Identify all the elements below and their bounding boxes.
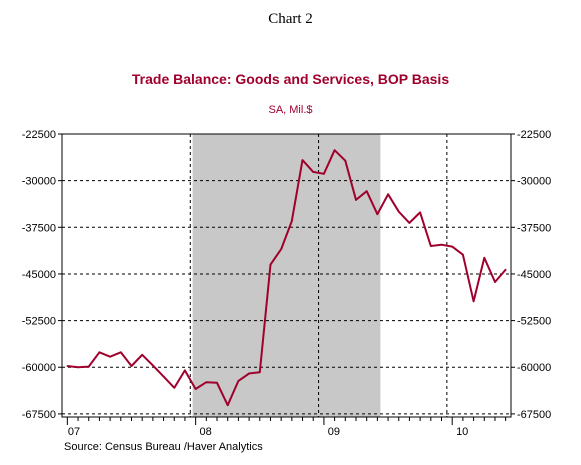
series-layer <box>66 149 507 407</box>
data-point <box>397 210 400 213</box>
y-tick-label-right: -22500 <box>517 129 551 141</box>
data-point <box>109 355 111 358</box>
data-point <box>408 222 411 224</box>
recession-shade <box>192 134 381 417</box>
y-tick-label-right: -45000 <box>517 269 551 281</box>
data-point <box>173 386 176 389</box>
data-point <box>376 213 379 216</box>
data-point <box>430 245 432 247</box>
data-point <box>194 388 197 390</box>
chart-subtitle: SA, Mil.$ <box>268 104 313 116</box>
y-tick-label-right: -30000 <box>517 176 551 188</box>
data-point <box>184 369 186 372</box>
plot-frame <box>61 133 512 418</box>
data-point <box>258 371 261 374</box>
chart-heading: Chart 2 <box>268 11 313 27</box>
data-point <box>162 375 165 378</box>
data-point <box>291 220 293 222</box>
tick-labels-layer: -22500 -22500 -30000 -30000 -37500 -37500 -450… <box>22 129 552 438</box>
data-point <box>141 354 143 356</box>
data-point <box>494 281 496 283</box>
y-tick-label-left: -30000 <box>22 176 56 188</box>
y-tick-label-right: -37500 <box>517 222 551 234</box>
y-tick-label-left: -67500 <box>22 409 56 421</box>
data-point <box>98 351 101 354</box>
data-point <box>237 380 240 382</box>
data-point <box>77 366 79 369</box>
data-point <box>440 243 443 246</box>
y-tick-label-right: -60000 <box>517 362 551 374</box>
data-point <box>226 404 229 406</box>
data-point <box>119 351 122 354</box>
data-point <box>87 365 90 368</box>
data-point <box>312 171 315 173</box>
data-point <box>301 159 304 161</box>
data-point <box>205 381 208 383</box>
trade-balance-line <box>67 149 507 407</box>
x-tick-label: 07 <box>68 426 80 438</box>
x-tick-label: 08 <box>200 426 212 438</box>
plot-frame-layer <box>61 133 512 425</box>
y-tick-label-left: -22500 <box>22 129 56 141</box>
data-point <box>365 190 368 193</box>
y-tick-label-left: -45000 <box>22 269 56 281</box>
data-point <box>387 193 389 196</box>
data-point <box>504 268 507 271</box>
y-tick-label-left: -60000 <box>22 362 56 374</box>
data-point <box>355 199 357 201</box>
data-point <box>472 300 475 303</box>
data-point <box>280 248 282 250</box>
data-point <box>419 211 421 214</box>
x-tick-label: 10 <box>456 426 468 438</box>
data-point <box>248 372 250 375</box>
data-point <box>269 263 272 266</box>
source-note: Source: Census Bureau /Haver Analytics <box>64 441 263 453</box>
chart-title: Trade Balance: Goods and Services, BOP B… <box>131 71 450 87</box>
data-point <box>451 245 454 248</box>
y-tick-label-left: -37500 <box>22 222 56 234</box>
data-point <box>323 173 325 175</box>
x-tick-label: 09 <box>328 426 340 438</box>
data-point <box>462 253 464 256</box>
data-point <box>66 365 69 367</box>
data-point <box>344 159 347 162</box>
data-point <box>216 381 218 384</box>
data-point <box>152 364 154 367</box>
y-tick-label-right: -52500 <box>517 316 551 328</box>
y-tick-label-left: -52500 <box>22 316 56 328</box>
recession-shading-layer <box>192 134 381 417</box>
data-point <box>333 149 336 151</box>
y-tick-label-right: -67500 <box>517 409 551 421</box>
data-point <box>130 365 133 367</box>
data-point <box>483 256 486 259</box>
